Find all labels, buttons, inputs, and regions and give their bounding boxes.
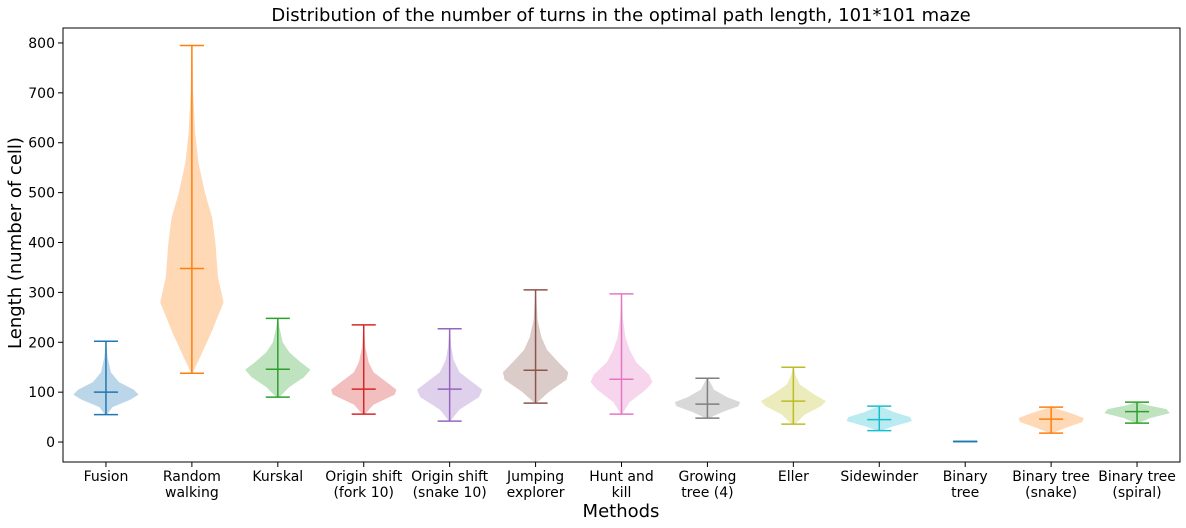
x-axis-title: Methods: [583, 501, 660, 522]
violins: [73, 44, 1170, 443]
y-tick-label: 200: [28, 335, 55, 351]
y-tick-label: 0: [46, 435, 55, 451]
violin: [590, 293, 653, 415]
violin: [846, 405, 912, 432]
x-tick-label: Fusion: [84, 469, 129, 485]
y-axis: 0 100 200 300 400 500 600 700 800: [28, 36, 63, 451]
violin: [417, 328, 483, 422]
x-tick-label: Sidewinder: [840, 469, 918, 485]
violin: [1018, 406, 1084, 434]
y-tick-label: 100: [28, 385, 55, 401]
y-tick-label: 300: [28, 285, 55, 301]
y-tick-label: 400: [28, 236, 55, 252]
y-tick-label: 600: [28, 136, 55, 152]
x-tick-label: Eller: [778, 469, 809, 485]
x-tick-label: Kurskal: [252, 469, 303, 485]
x-axis: Fusion Random walking Kurskal Origin shift (f…: [84, 462, 1176, 501]
x-tick-label: Growing tree (4): [678, 469, 736, 501]
violin: [160, 44, 224, 374]
violin: [502, 289, 569, 404]
x-tick-label: Binary tree (spiral): [1098, 469, 1176, 501]
violin: [1104, 401, 1170, 424]
x-tick-label: Origin shift (snake 10): [411, 469, 489, 501]
y-tick-label: 700: [28, 86, 55, 102]
chart-title: Distribution of the number of turns in t…: [271, 5, 970, 26]
x-tick-label: Random walking: [163, 469, 221, 501]
y-tick-label: 800: [28, 36, 55, 52]
y-axis-title: Length (number of cell): [5, 137, 26, 349]
x-tick-label: Jumping explorer: [506, 469, 565, 501]
violin: [245, 317, 311, 398]
violin: [331, 324, 397, 415]
y-tick-label: 500: [28, 186, 55, 202]
x-tick-label: Origin shift (fork 10): [325, 469, 403, 501]
x-tick-label: Hunt and kill: [589, 469, 654, 501]
x-tick-label: Binary tree: [943, 469, 988, 501]
violin: [73, 340, 139, 416]
x-tick-label: Binary tree (snake): [1012, 469, 1090, 501]
violin: [760, 366, 826, 425]
violin: [674, 377, 741, 419]
